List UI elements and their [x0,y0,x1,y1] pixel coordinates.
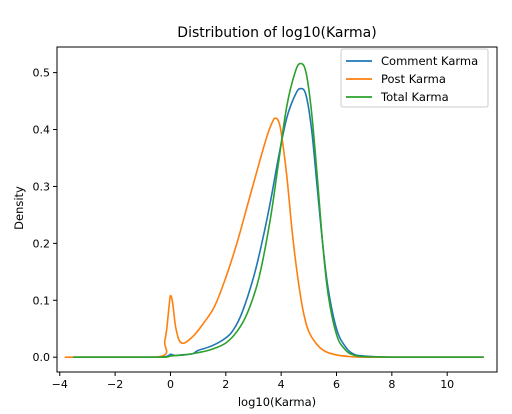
legend-box [340,48,489,108]
legend-label-comment-karma: Comment Karma [381,54,478,68]
legend: Comment Karma Post Karma Total Karma [340,48,489,108]
y-tick-label: 0.3 [33,180,51,193]
y-tick-label: 0.0 [33,351,51,364]
series-line-comment-karma [72,87,484,359]
y-tick-label: 0.1 [33,294,51,307]
x-tick-label: 2 [222,378,229,391]
x-tick-label: 4 [278,378,285,391]
y-tick-label: 0.4 [33,124,51,137]
x-axis-ticks: −4 −2 0 2 4 6 8 10 [52,372,454,391]
y-axis-ticks: 0.0 0.1 0.2 0.3 0.4 0.5 [33,67,57,364]
x-axis-label: log10(Karma) [238,395,316,409]
legend-label-post-karma: Post Karma [381,72,446,86]
chart-title: Distribution of log10(Karma) [177,25,376,41]
y-axis-label: Density [12,186,26,230]
x-tick-label: 6 [333,378,340,391]
plot-frame [56,46,498,373]
y-tick-label: 0.5 [33,67,51,80]
x-tick-label: 0 [167,378,174,391]
x-tick-label: −2 [107,378,123,391]
series-line-total-karma [72,62,484,359]
series-line-post-karma [64,117,484,359]
legend-label-total-karma: Total Karma [380,90,449,104]
y-tick-label: 0.2 [33,237,51,250]
x-tick-label: 8 [388,378,395,391]
series-lines [64,62,484,359]
x-tick-label: 10 [440,378,454,391]
x-tick-label: −4 [52,378,68,391]
